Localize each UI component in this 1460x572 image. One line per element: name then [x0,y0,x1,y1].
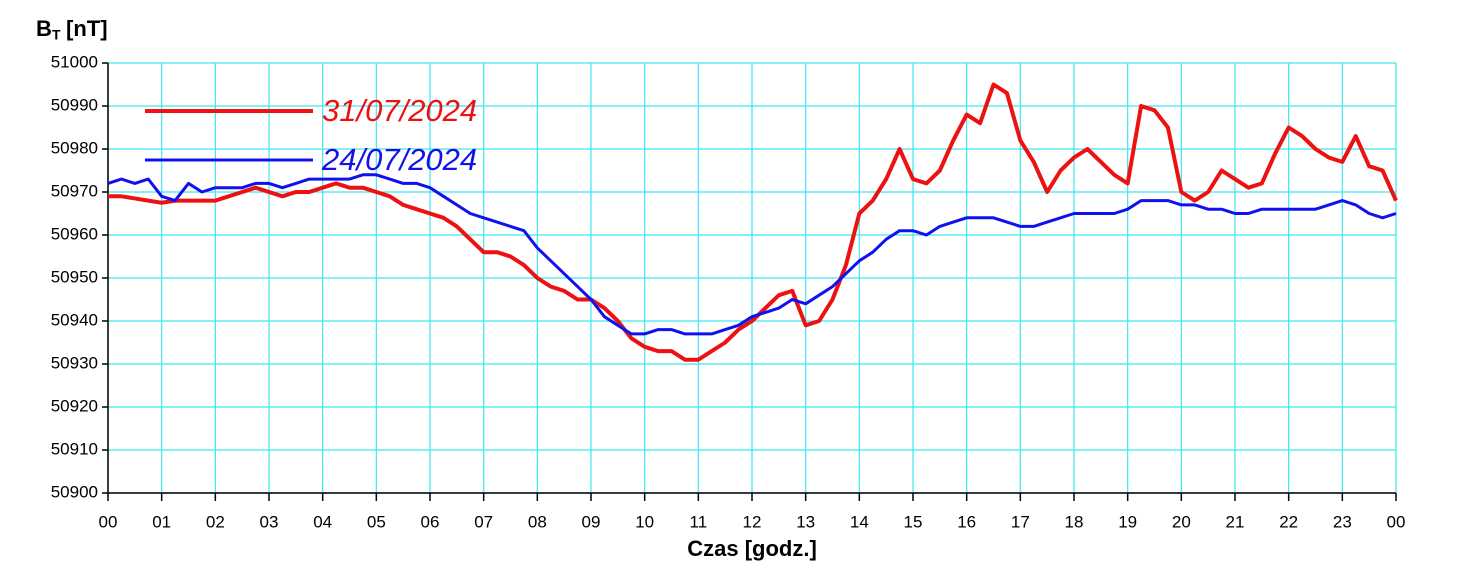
y-tick-label: 50910 [51,439,98,458]
series-line [107,173,1397,336]
x-tick-label: 12 [743,512,762,531]
x-tick-label: 21 [1226,512,1245,531]
y-tick-label: 50900 [51,482,98,501]
y-tick-label: 51000 [51,52,98,71]
x-tick-label: 11 [690,512,708,531]
x-tick-label: 19 [1118,512,1137,531]
x-tick-label: 14 [850,512,869,531]
x-tick-label: 03 [260,512,279,531]
x-tick-label: 06 [421,512,440,531]
y-tick-label: 50940 [51,310,98,329]
x-tick-label: 13 [796,512,815,531]
x-tick-label: 02 [206,512,225,531]
x-tick-label: 18 [1065,512,1084,531]
x-tick-label: 20 [1172,512,1191,531]
x-tick-label: 00 [1387,512,1406,531]
y-label-sub: T [52,27,61,43]
y-tick-label: 50930 [51,353,98,372]
x-tick-label: 01 [152,512,171,531]
series-line [108,82,1398,362]
x-tick-label: 00 [99,512,118,531]
x-tick-label: 08 [528,512,547,531]
y-tick-label: 50980 [51,138,98,157]
x-tick-label: 04 [313,512,332,531]
y-tick-label: 50950 [51,267,98,286]
y-label: B [36,16,52,41]
x-tick-label: 17 [1011,512,1030,531]
x-tick-label: 09 [582,512,601,531]
x-label: Czas [godz.] [687,536,817,561]
y-tick-label: 50970 [51,181,98,200]
x-tick-label: 16 [957,512,976,531]
x-tick-label: 22 [1279,512,1298,531]
x-tick-label: 10 [635,512,654,531]
x-tick-label: 07 [474,512,493,531]
y-tick-label: 50960 [51,224,98,243]
x-tick-label: 23 [1333,512,1352,531]
y-tick-label: 50920 [51,396,98,415]
x-tick-label: 05 [367,512,386,531]
x-tick-label: 15 [904,512,923,531]
legend-label: 24/07/2024 [321,142,477,177]
legend-label: 31/07/2024 [322,93,477,128]
y-tick-label: 50990 [51,95,98,114]
y-label-unit: [nT] [66,16,108,41]
